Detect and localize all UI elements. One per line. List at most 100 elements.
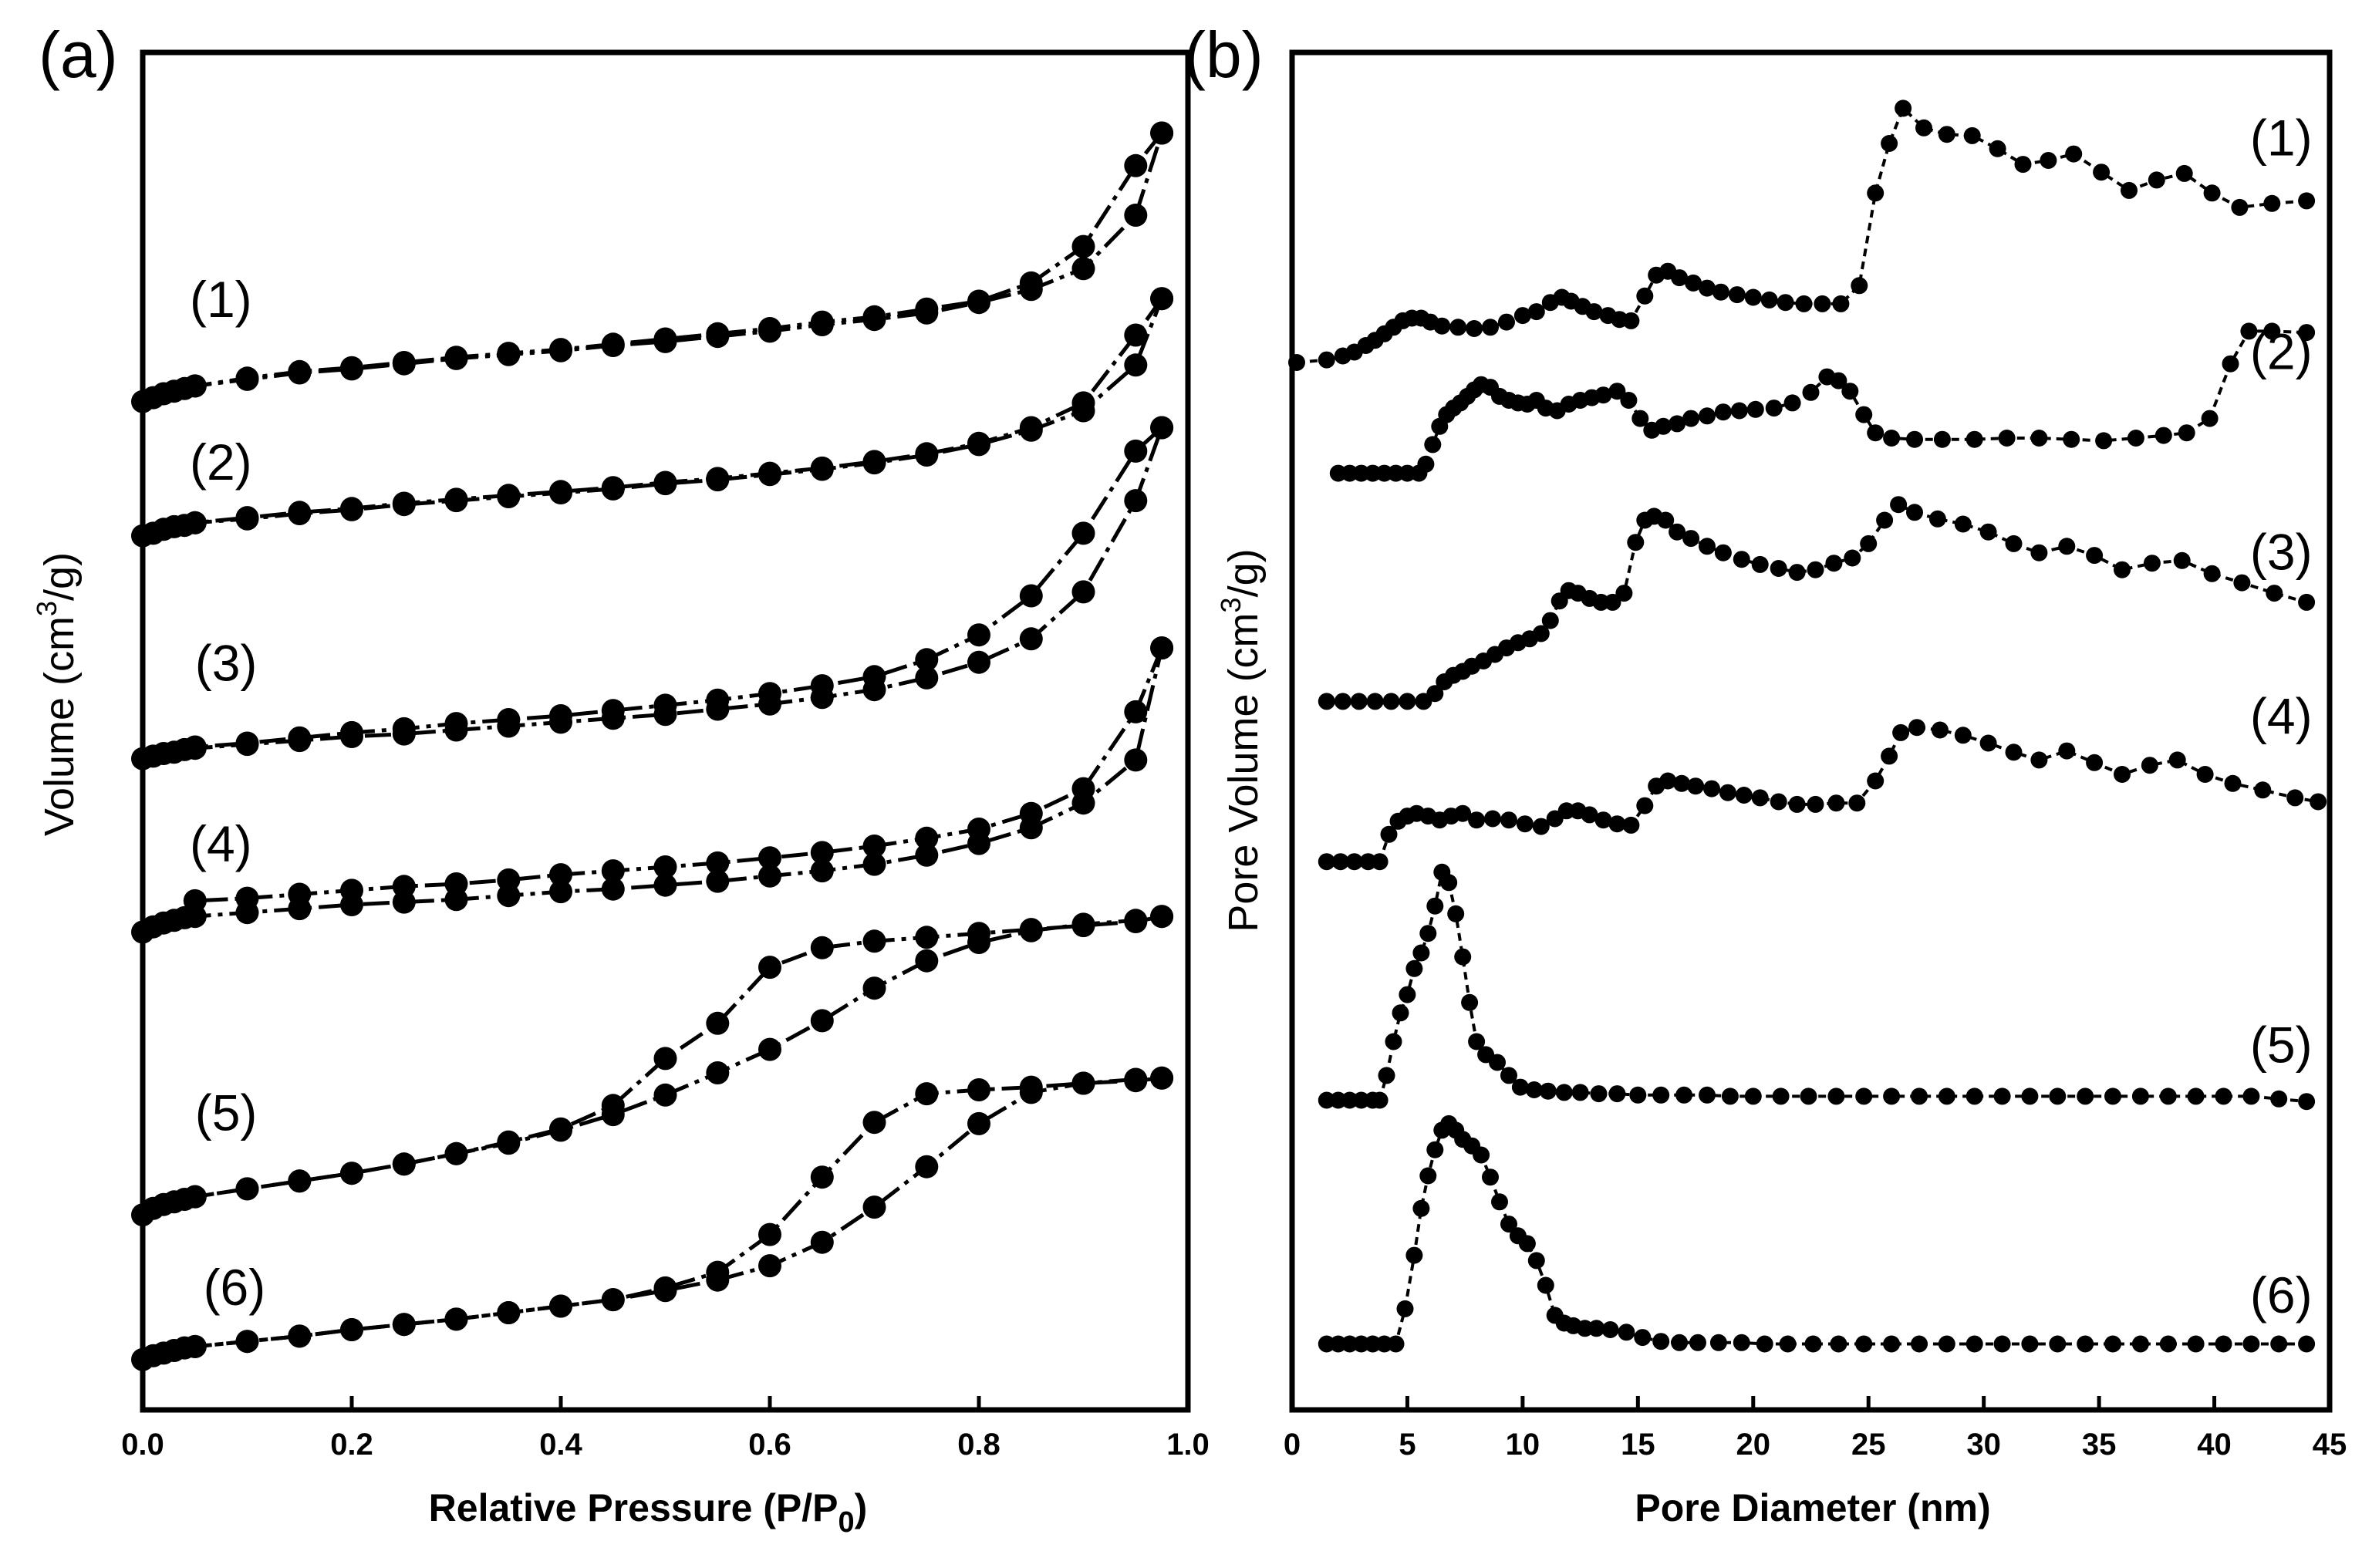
data-point bbox=[1124, 353, 1148, 377]
data-point bbox=[1938, 1335, 1955, 1353]
panel-a-series-2-adsorption bbox=[131, 287, 1174, 548]
data-point bbox=[967, 431, 990, 455]
data-point bbox=[1867, 184, 1885, 202]
data-point bbox=[1756, 1335, 1773, 1353]
data-point bbox=[1765, 400, 1783, 417]
data-point bbox=[1124, 153, 1148, 177]
data-point bbox=[2077, 1087, 2094, 1105]
data-point bbox=[1728, 286, 1746, 304]
data-point bbox=[601, 1288, 625, 1312]
curve-label: (3) bbox=[195, 634, 258, 691]
data-point bbox=[2233, 574, 2251, 592]
data-point bbox=[862, 1111, 886, 1135]
data-point bbox=[497, 342, 521, 366]
data-point bbox=[444, 872, 468, 895]
data-point bbox=[392, 491, 416, 515]
data-point bbox=[288, 726, 312, 750]
data-point bbox=[1751, 789, 1769, 807]
data-point bbox=[1590, 1085, 1608, 1103]
series-line-2-desorption bbox=[194, 297, 1164, 525]
data-point bbox=[1594, 811, 1612, 829]
data-point bbox=[1760, 291, 1778, 309]
data-point bbox=[1447, 905, 1465, 922]
data-point bbox=[2114, 766, 2131, 783]
panel-b-x-ticks: 0 5 10 15 20 25 30 35 40 45 bbox=[1284, 1396, 2347, 1462]
data-point bbox=[1883, 430, 1901, 447]
data-point bbox=[653, 873, 677, 897]
data-point bbox=[1019, 1075, 1043, 1099]
data-point bbox=[2014, 156, 2032, 174]
data-point bbox=[1931, 721, 1949, 739]
data-point bbox=[2058, 742, 2076, 760]
data-point bbox=[706, 1011, 730, 1035]
panel-a-curve-labels: (1) (2) (3) (4) (5) (6) bbox=[190, 271, 265, 1316]
data-point bbox=[1911, 1335, 1928, 1353]
data-point bbox=[1669, 415, 1686, 433]
data-point bbox=[601, 699, 625, 723]
data-point bbox=[915, 843, 939, 867]
data-point bbox=[1689, 1334, 1706, 1351]
data-point bbox=[183, 889, 207, 912]
panel-b-x-tick-label: 30 bbox=[1966, 1428, 2001, 1462]
data-point bbox=[758, 1037, 781, 1061]
data-point bbox=[1827, 1087, 1845, 1105]
data-point bbox=[1682, 410, 1700, 427]
data-point bbox=[1539, 1082, 1557, 1100]
data-point bbox=[2131, 1335, 2149, 1353]
data-point bbox=[2201, 410, 2219, 427]
data-point bbox=[1525, 1081, 1543, 1098]
data-point bbox=[1392, 1004, 1409, 1022]
data-point bbox=[1124, 910, 1148, 933]
data-point bbox=[1622, 312, 1640, 329]
data-point bbox=[2159, 1335, 2177, 1353]
data-point bbox=[706, 1260, 730, 1284]
data-point bbox=[2114, 561, 2131, 578]
data-point bbox=[1511, 1078, 1529, 1096]
data-point bbox=[2104, 1087, 2121, 1105]
data-point bbox=[810, 310, 834, 334]
data-point bbox=[2065, 145, 2083, 163]
data-point bbox=[1841, 383, 1859, 400]
data-point bbox=[1498, 313, 1515, 331]
panel-b-x-axis-title: Pore Diameter (nm) bbox=[1635, 1486, 1990, 1529]
series-line-4 bbox=[1326, 726, 2319, 864]
data-point bbox=[1532, 625, 1550, 642]
data-point bbox=[1019, 801, 1043, 825]
data-point bbox=[1881, 747, 1898, 765]
data-point bbox=[1746, 400, 1764, 418]
data-point bbox=[1371, 1091, 1389, 1109]
data-point bbox=[1993, 1335, 2011, 1353]
data-point bbox=[1405, 959, 1423, 977]
data-point bbox=[1855, 1087, 1873, 1105]
data-point bbox=[1555, 1084, 1573, 1101]
data-point bbox=[1608, 815, 1626, 833]
data-point bbox=[862, 665, 886, 689]
panel-a-series-5-desorption bbox=[183, 905, 1174, 1209]
data-point bbox=[758, 956, 781, 980]
data-point bbox=[1963, 126, 1981, 144]
data-point bbox=[1396, 1300, 1414, 1317]
panel-a-x-tick-label: 0.2 bbox=[330, 1428, 373, 1462]
panel-a-series-4-desorption bbox=[183, 636, 1174, 912]
series-line-1-desorption bbox=[194, 131, 1164, 388]
data-point bbox=[862, 305, 886, 329]
data-point bbox=[1454, 804, 1472, 822]
data-point bbox=[2030, 751, 2048, 769]
panel-b-x-tick-label: 15 bbox=[1621, 1428, 1655, 1462]
data-point bbox=[2148, 171, 2165, 189]
data-point bbox=[1019, 918, 1043, 942]
data-point bbox=[1426, 685, 1444, 703]
curve-label: (1) bbox=[190, 271, 252, 328]
data-point bbox=[340, 497, 363, 521]
data-point bbox=[1966, 1087, 1983, 1105]
panel-b-series bbox=[1288, 99, 2327, 1353]
data-point bbox=[862, 1195, 886, 1219]
data-point bbox=[810, 841, 834, 865]
data-point bbox=[1832, 295, 1850, 312]
panel-b-x-tick-label: 10 bbox=[1506, 1428, 1540, 1462]
data-point bbox=[340, 1162, 363, 1185]
data-point bbox=[1071, 521, 1095, 545]
data-point bbox=[497, 708, 521, 731]
data-point bbox=[706, 869, 730, 893]
data-point bbox=[653, 1083, 677, 1107]
